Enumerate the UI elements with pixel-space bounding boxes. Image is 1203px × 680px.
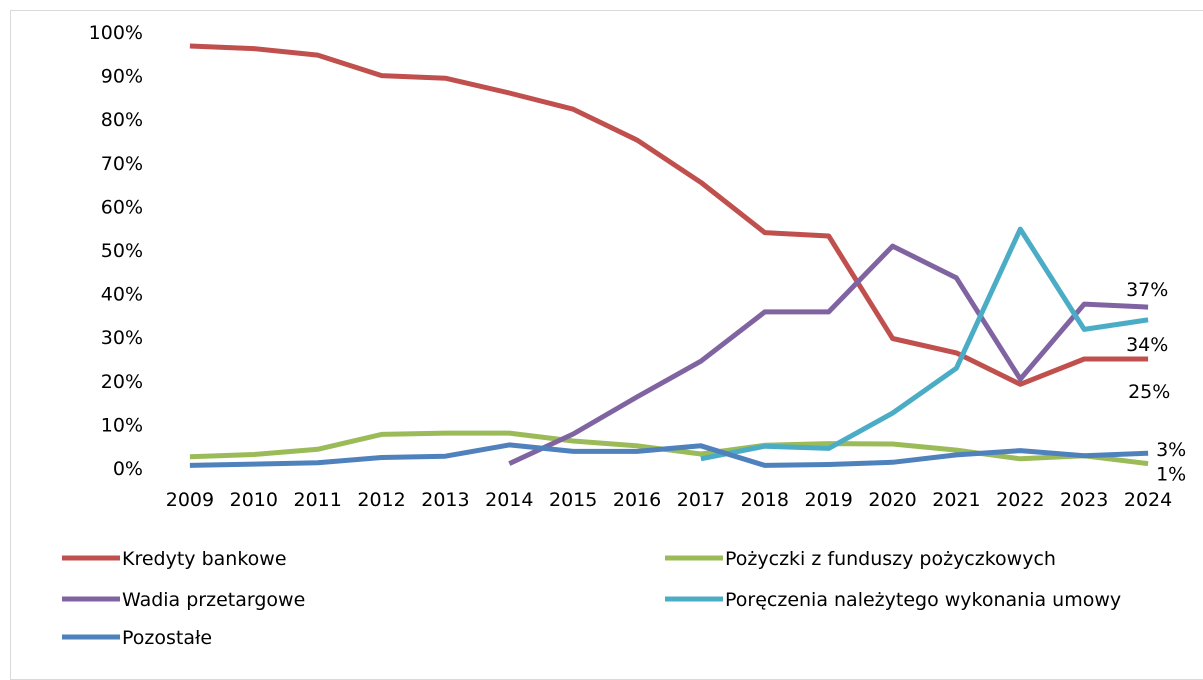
x-tick-label: 2011 xyxy=(294,489,342,511)
x-tick-label: 2016 xyxy=(613,489,661,511)
x-tick-label: 2014 xyxy=(485,489,533,511)
end-value-label: 37% xyxy=(1126,279,1168,301)
y-tick-label: 80% xyxy=(101,109,143,131)
legend-label: Wadia przetargowe xyxy=(122,589,305,611)
y-tick-label: 70% xyxy=(101,153,143,175)
y-tick-label: 40% xyxy=(101,284,143,306)
end-labels: 25% 1% 37% 34% 3% xyxy=(1126,279,1186,486)
y-tick-label: 0% xyxy=(113,458,143,480)
series-line-4 xyxy=(189,442,1149,468)
x-axis: 2009 2010 2011 2012 2013 2014 2015 2016 2017 2018… xyxy=(166,489,1172,511)
legend-label: Kredyty bankowe xyxy=(122,548,287,570)
x-tick-label: 2024 xyxy=(1124,489,1172,511)
x-tick-label: 2020 xyxy=(868,489,916,511)
x-tick-label: 2023 xyxy=(1060,489,1108,511)
legend-label: Pożyczki z funduszy pożyczkowych xyxy=(725,548,1056,570)
x-tick-label: 2010 xyxy=(230,489,278,511)
x-tick-label: 2022 xyxy=(996,489,1044,511)
y-tick-label: 100% xyxy=(89,22,143,44)
x-tick-label: 2017 xyxy=(677,489,725,511)
y-tick-label: 10% xyxy=(101,414,143,436)
end-value-label: 25% xyxy=(1128,381,1170,403)
y-tick-label: 20% xyxy=(101,371,143,393)
x-tick-label: 2012 xyxy=(357,489,405,511)
x-tick-label: 2018 xyxy=(741,489,789,511)
end-value-label: 34% xyxy=(1126,334,1168,356)
x-tick-label: 2019 xyxy=(805,489,853,511)
y-axis: 0% 10% 20% 30% 40% 50% 60% 70% 80% 90% 100% xyxy=(89,22,143,480)
x-tick-label: 2021 xyxy=(932,489,980,511)
series-line-2 xyxy=(508,243,1149,466)
series-line-0 xyxy=(189,43,1149,387)
legend-label: Pozostałe xyxy=(122,627,212,649)
x-tick-label: 2009 xyxy=(166,489,214,511)
end-value-label: 1% xyxy=(1156,464,1186,486)
y-tick-label: 50% xyxy=(101,240,143,262)
y-tick-label: 30% xyxy=(101,327,143,349)
series-line-3 xyxy=(700,226,1149,462)
x-tick-label: 2015 xyxy=(549,489,597,511)
end-value-label: 3% xyxy=(1156,439,1186,461)
legend-label: Poręczenia należytego wykonania umowy xyxy=(725,589,1121,611)
y-tick-label: 90% xyxy=(101,66,143,88)
x-tick-label: 2013 xyxy=(421,489,469,511)
y-tick-label: 60% xyxy=(101,196,143,218)
legend: Kredyty bankowe Pożyczki z funduszy pożyc… xyxy=(62,548,1121,649)
series-lines xyxy=(189,43,1149,468)
